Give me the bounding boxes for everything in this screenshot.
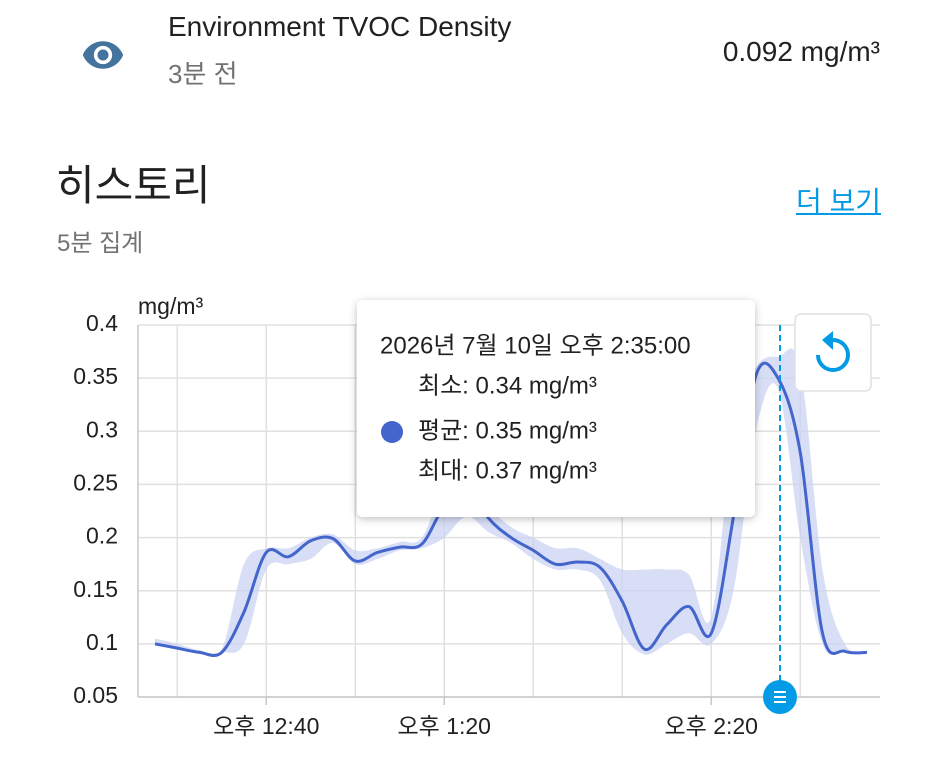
tooltip-series-dot <box>381 421 403 443</box>
y-tick-label: 0.4 <box>86 310 118 336</box>
tooltip <box>357 300 755 517</box>
y-tick-label: 0.25 <box>73 470 118 496</box>
reset-icon <box>816 338 850 372</box>
y-axis-label: mg/m³ <box>138 293 204 319</box>
more-link[interactable]: 더 보기 <box>795 186 881 217</box>
min-max-band <box>155 348 867 657</box>
reset-icon-arrow <box>822 331 833 350</box>
y-tick-label: 0.35 <box>73 363 118 389</box>
section-title: 히스토리 <box>56 162 211 209</box>
reset-zoom-button[interactable] <box>794 313 872 392</box>
tooltip-row: 평균: 0.35 mg/m³ <box>418 417 597 444</box>
aggregation-label: 5분 집계 <box>57 230 144 257</box>
x-tick-label: 오후 1:20 <box>398 713 491 739</box>
mean-line <box>154 361 868 658</box>
y-tick-label: 0.1 <box>86 629 118 655</box>
eye-icon <box>82 41 124 69</box>
x-tick-label: 오후 12:40 <box>213 713 319 739</box>
y-tick-label: 0.3 <box>86 416 118 442</box>
tooltip-title: 2026년 7월 10일 오후 2:35:00 <box>380 332 691 359</box>
state: 0.092 mg/m³ <box>722 36 880 67</box>
tooltip-row: 최소: 0.34 mg/m³ <box>418 372 597 399</box>
x-tick-label: 오후 2:20 <box>665 713 758 739</box>
y-tick-label: 0.2 <box>86 523 118 549</box>
last-changed: 3분 전 <box>168 59 238 89</box>
y-tick-label: 0.15 <box>73 576 118 602</box>
y-tick-label: 0.05 <box>73 682 118 708</box>
tooltip-row: 최대: 0.37 mg/m³ <box>418 457 597 484</box>
entity-name: Environment TVOC Density <box>168 11 512 42</box>
